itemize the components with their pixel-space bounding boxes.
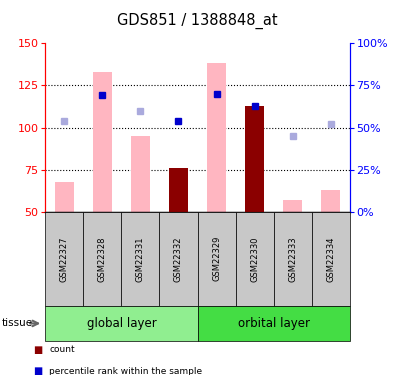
Text: GSM22334: GSM22334 <box>326 236 335 282</box>
Bar <box>169 168 188 212</box>
Text: global layer: global layer <box>87 317 156 330</box>
Text: GDS851 / 1388848_at: GDS851 / 1388848_at <box>117 12 278 29</box>
Bar <box>207 63 226 212</box>
Text: ■: ■ <box>33 366 42 375</box>
Bar <box>55 182 74 212</box>
Bar <box>245 106 264 212</box>
Text: count: count <box>49 345 75 354</box>
Text: GSM22329: GSM22329 <box>212 236 221 281</box>
Text: GSM22330: GSM22330 <box>250 236 259 282</box>
Text: GSM22333: GSM22333 <box>288 236 297 282</box>
Text: GSM22331: GSM22331 <box>136 236 145 282</box>
Text: GSM22327: GSM22327 <box>60 236 69 282</box>
Text: GSM22328: GSM22328 <box>98 236 107 282</box>
Bar <box>93 72 112 212</box>
Text: orbital layer: orbital layer <box>237 317 310 330</box>
Bar <box>321 190 340 212</box>
Text: GSM22332: GSM22332 <box>174 236 183 282</box>
Text: ■: ■ <box>33 345 42 354</box>
Text: tissue: tissue <box>2 318 33 328</box>
Bar <box>131 136 150 212</box>
Bar <box>283 200 302 212</box>
Text: percentile rank within the sample: percentile rank within the sample <box>49 367 203 375</box>
